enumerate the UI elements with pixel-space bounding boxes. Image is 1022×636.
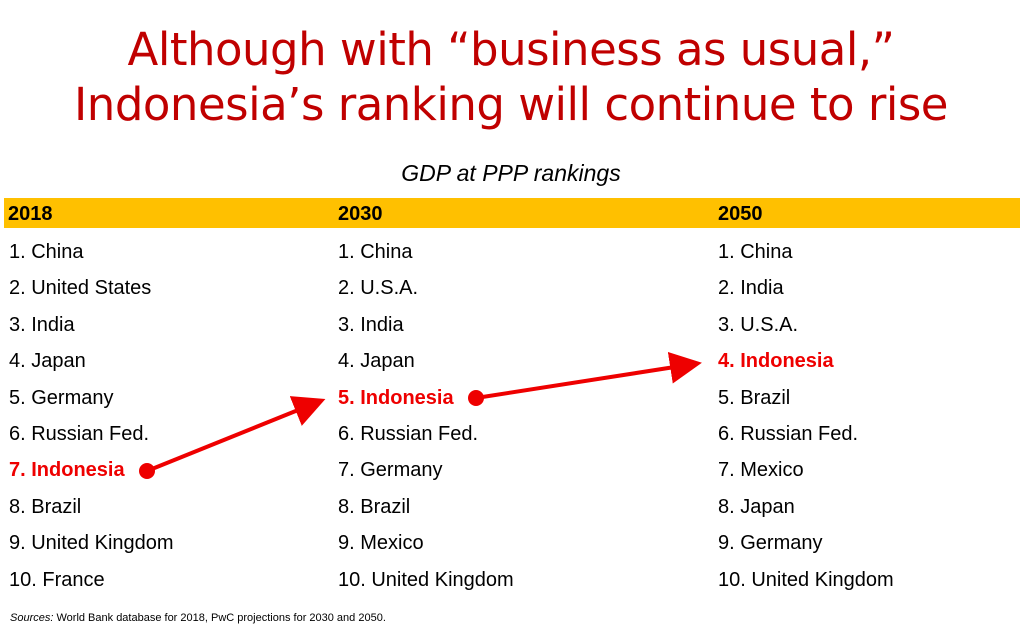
ranking-item: 6. Russian Fed.: [338, 422, 479, 445]
year-header-2030: 2030: [338, 203, 383, 225]
year-header-2018: 2018: [8, 203, 53, 225]
title-line-2: Indonesia’s ranking will continue to ris…: [74, 78, 948, 131]
sources-text: World Bank database for 2018, PwC projec…: [53, 612, 386, 624]
ranking-item: 1. China: [718, 241, 793, 263]
ranking-item: 6. Russian Fed.: [718, 422, 859, 445]
ranking-item: 1. China: [338, 241, 413, 263]
ranking-column-2018: 1. China 2. United States 3. India 4. Ja…: [9, 234, 174, 598]
ranking-item-highlighted: 7. Indonesia: [9, 459, 125, 482]
year-header-2050: 2050: [718, 203, 763, 225]
ranking-item: 2. United States: [9, 277, 152, 300]
title-line-1: Although with “business as usual,”: [127, 23, 895, 76]
ranking-item-highlighted: 5. Indonesia: [338, 386, 454, 409]
ranking-item: 8. Brazil: [9, 495, 82, 518]
ranking-item-highlighted: 4. Indonesia: [718, 350, 834, 373]
ranking-column-2050: 1. China 2. India 3. U.S.A. 4. Indonesia…: [718, 234, 894, 598]
ranking-item: 5. Brazil: [718, 386, 791, 409]
arrow-2018-to-2030: [139, 396, 326, 479]
ranking-item: 10. France: [9, 568, 105, 591]
arrow-2030-to-2050: [468, 351, 702, 406]
ranking-item: 8. Japan: [718, 495, 795, 518]
sources-label: Sources:: [10, 612, 54, 624]
table-subtitle: GDP at PPP rankings: [401, 160, 621, 186]
ranking-item: 4. Japan: [338, 350, 415, 373]
ranking-item: 7. Germany: [338, 459, 443, 482]
arrow-line: [146, 396, 326, 473]
slide-title: Although with “business as usual,” Indon…: [0, 22, 1022, 132]
ranking-item: 3. India: [338, 313, 404, 336]
ranking-item: 10. United Kingdom: [338, 568, 514, 591]
ranking-item: 6. Russian Fed.: [9, 422, 150, 445]
ranking-item: 7. Mexico: [718, 459, 804, 482]
ranking-item: 4. Japan: [9, 350, 86, 373]
ranking-item: 2. India: [718, 277, 784, 300]
arrow-line: [475, 351, 702, 400]
ranking-item: 9. Mexico: [338, 532, 424, 555]
ranking-item: 2. U.S.A.: [338, 277, 419, 300]
ranking-item: 9. United Kingdom: [9, 532, 174, 555]
header-bar: [4, 198, 1020, 228]
ranking-item: 10. United Kingdom: [718, 568, 894, 591]
ranking-item: 1. China: [9, 241, 84, 263]
ranking-item: 9. Germany: [718, 532, 823, 555]
sources-note: Sources: World Bank database for 2018, P…: [10, 612, 386, 624]
ranking-item: 5. Germany: [9, 386, 114, 409]
ranking-item: 3. U.S.A.: [718, 313, 799, 336]
ranking-item: 8. Brazil: [338, 495, 411, 518]
ranking-item: 3. India: [9, 313, 75, 336]
ranking-column-2030: 1. China 2. U.S.A. 3. India 4. Japan 5. …: [338, 234, 514, 598]
